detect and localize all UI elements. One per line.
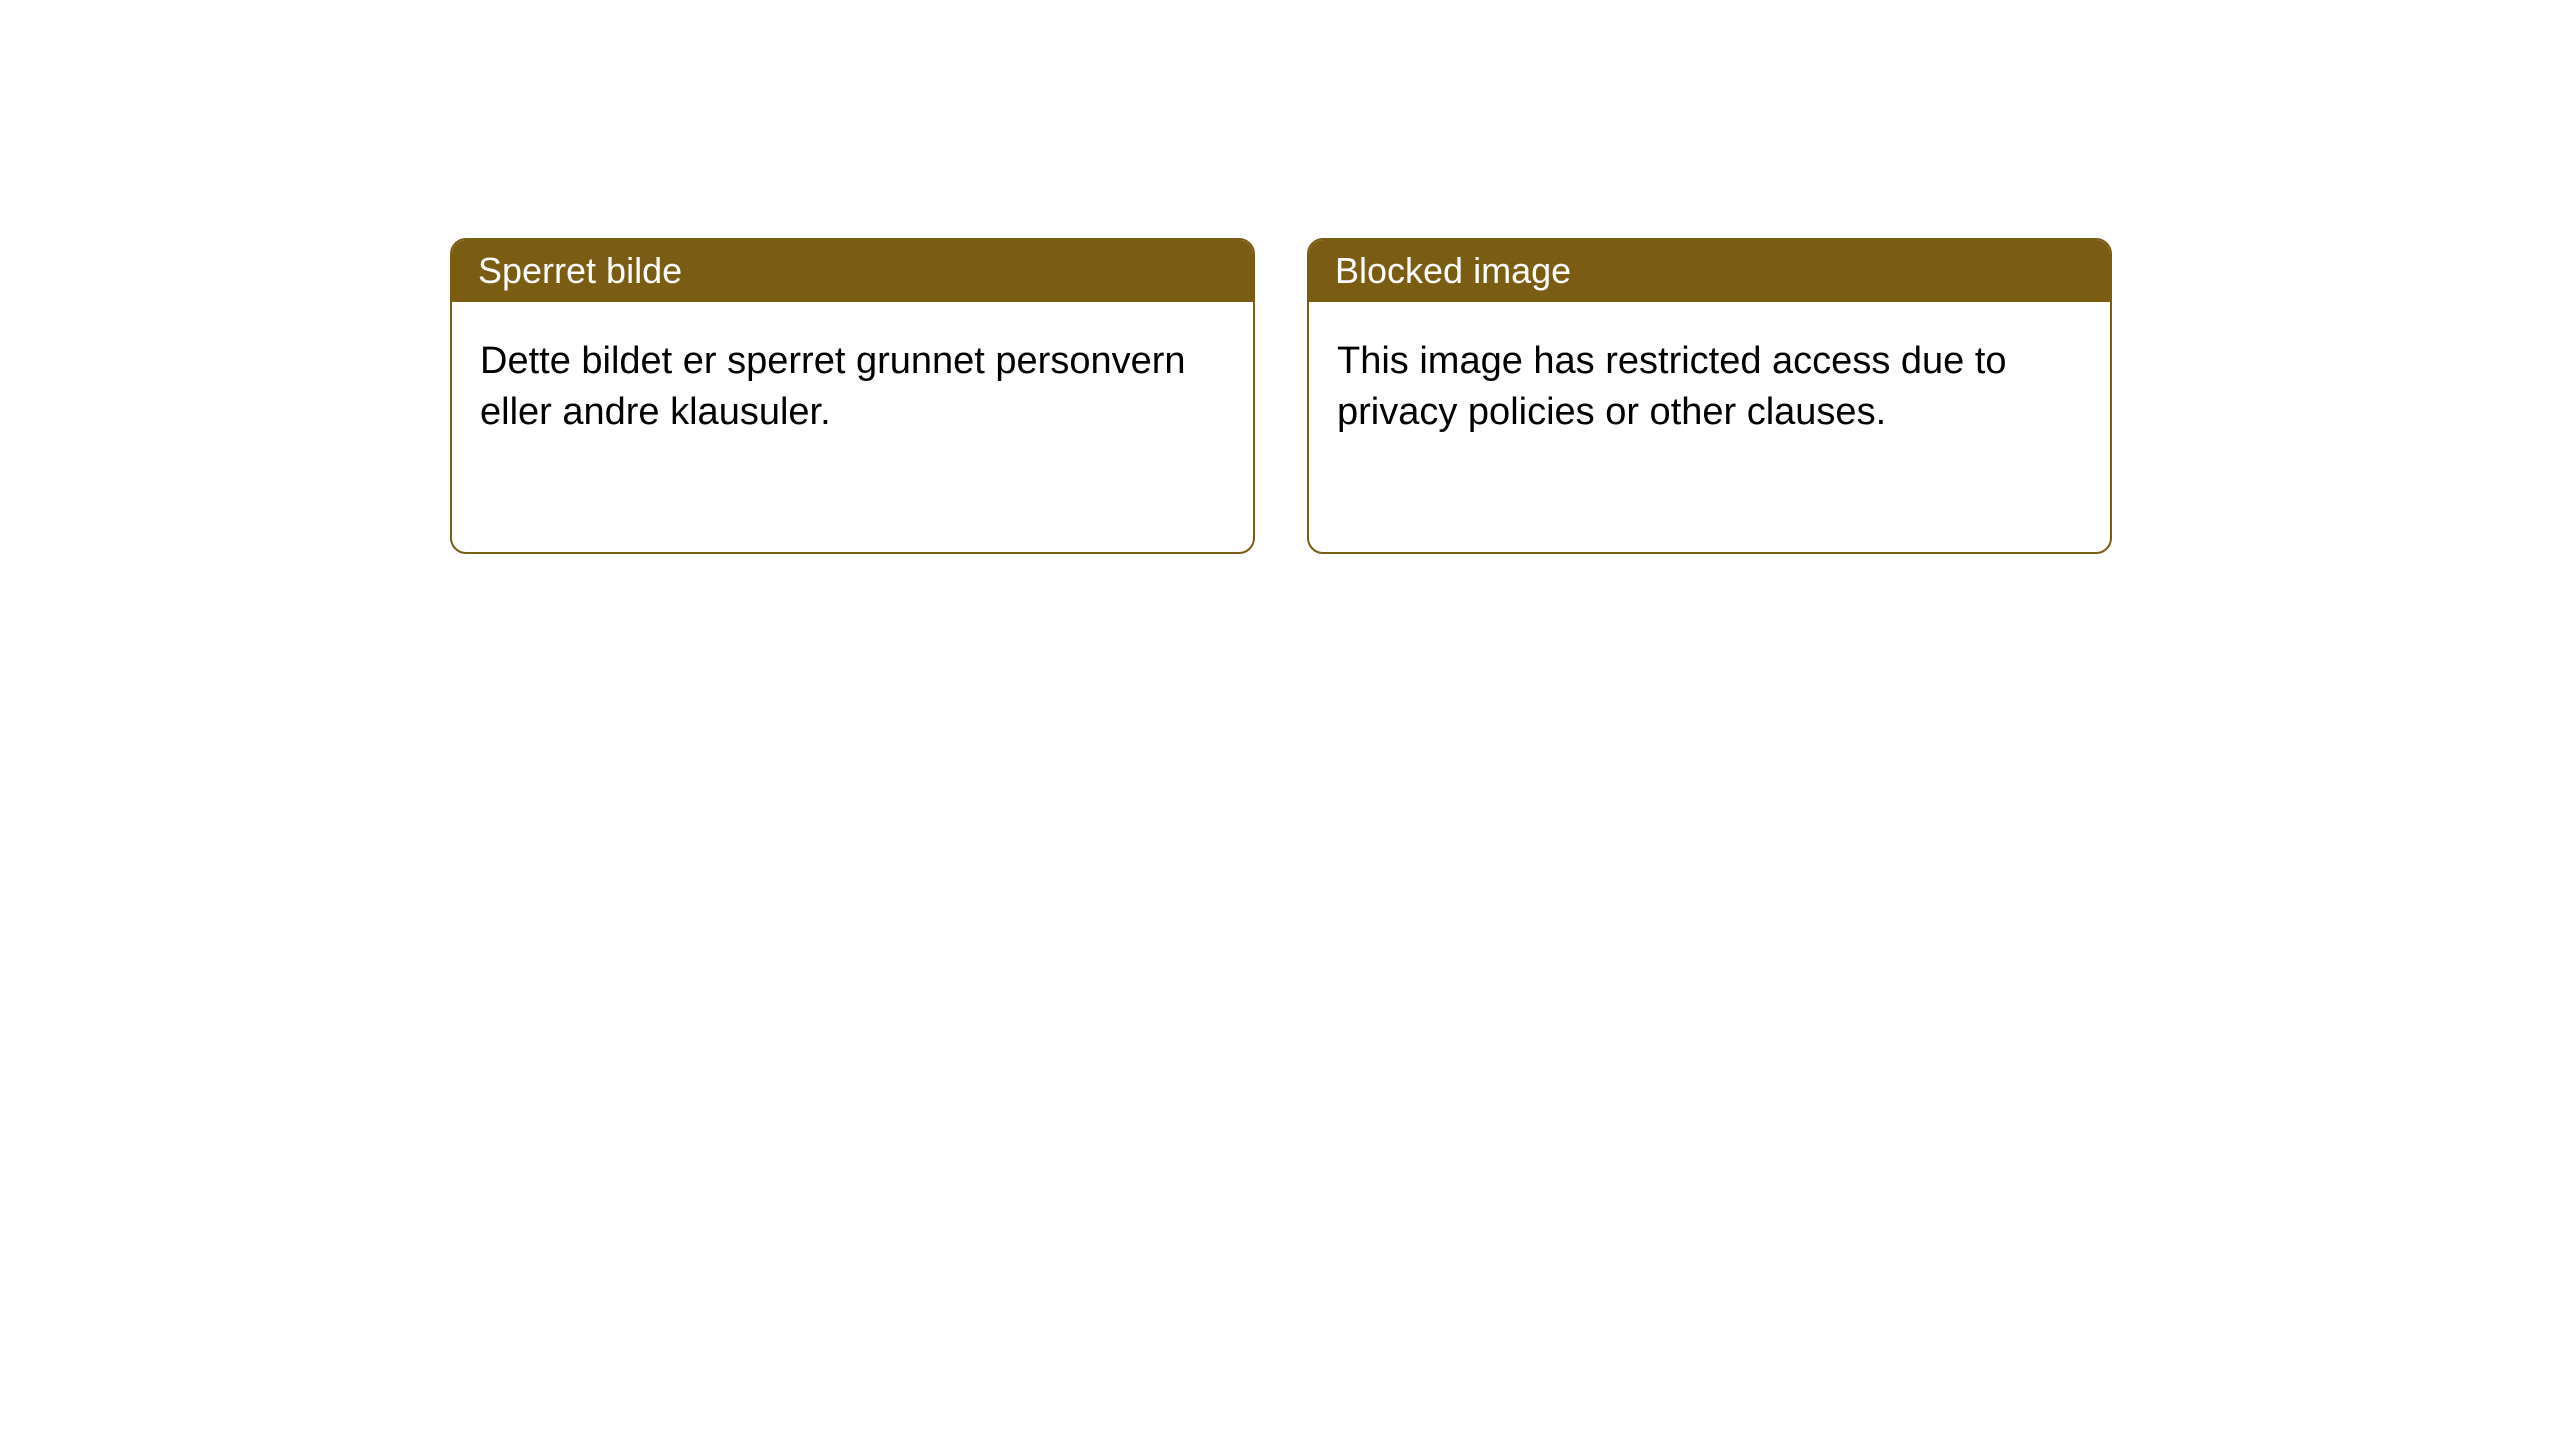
notice-card-body: This image has restricted access due to … xyxy=(1309,302,2110,552)
notice-card-body: Dette bildet er sperret grunnet personve… xyxy=(452,302,1253,552)
notice-card-title: Sperret bilde xyxy=(478,250,682,291)
notice-card-header: Sperret bilde xyxy=(452,240,1253,302)
notice-cards-container: Sperret bilde Dette bildet er sperret gr… xyxy=(0,0,2560,554)
notice-card-body-text: Dette bildet er sperret grunnet personve… xyxy=(480,340,1186,433)
notice-card-title: Blocked image xyxy=(1335,250,1571,291)
notice-card-norwegian: Sperret bilde Dette bildet er sperret gr… xyxy=(450,238,1255,554)
notice-card-header: Blocked image xyxy=(1309,240,2110,302)
notice-card-body-text: This image has restricted access due to … xyxy=(1337,340,2007,433)
notice-card-english: Blocked image This image has restricted … xyxy=(1307,238,2112,554)
